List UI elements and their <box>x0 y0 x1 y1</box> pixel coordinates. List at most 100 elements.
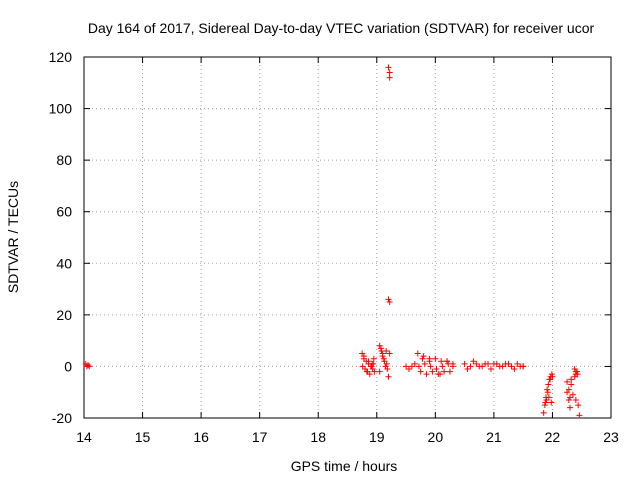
y-tick-label: -20 <box>52 410 72 426</box>
data-point <box>545 381 552 388</box>
data-point <box>572 396 579 403</box>
y-tick-label: 40 <box>56 255 72 271</box>
data-point <box>565 396 572 403</box>
data-point <box>467 363 474 370</box>
data-point <box>548 399 555 406</box>
data-point <box>514 360 521 367</box>
data-point <box>386 69 393 76</box>
data-point <box>408 363 415 370</box>
x-tick-label: 23 <box>603 429 619 445</box>
data-point <box>446 368 453 375</box>
data-point <box>385 296 392 303</box>
y-tick-label: 100 <box>49 101 73 117</box>
data-point <box>370 355 377 362</box>
x-tick-label: 21 <box>486 429 502 445</box>
data-point <box>386 350 393 357</box>
data-point <box>421 360 428 367</box>
data-point <box>403 363 410 370</box>
data-point <box>360 353 367 360</box>
x-axis-label: GPS time / hours <box>291 458 398 474</box>
data-point <box>567 394 574 401</box>
data-point <box>449 363 456 370</box>
data-point <box>505 360 512 367</box>
x-tick-label: 15 <box>135 429 151 445</box>
data-point <box>544 386 551 393</box>
data-point <box>461 360 468 367</box>
data-point <box>359 363 366 370</box>
axis-ticks <box>83 56 612 419</box>
data-point <box>423 371 430 378</box>
data-point <box>376 368 383 375</box>
y-tick-label: 120 <box>49 49 73 65</box>
data-point <box>493 360 500 367</box>
data-point <box>376 342 383 349</box>
chart-title: Day 164 of 2017, Sidereal Day-to-day VTE… <box>88 20 595 36</box>
data-point <box>383 360 390 367</box>
data-point <box>569 391 576 398</box>
data-point <box>86 363 93 370</box>
x-tick-label: 14 <box>76 429 92 445</box>
data-point <box>433 366 440 373</box>
data-point <box>439 363 446 370</box>
y-tick-label: 20 <box>56 307 72 323</box>
data-point <box>426 358 433 365</box>
data-point <box>385 64 392 71</box>
data-point <box>568 381 575 388</box>
data-point <box>548 371 555 378</box>
data-point <box>417 368 424 375</box>
data-point <box>429 368 436 375</box>
x-tick-label: 22 <box>545 429 561 445</box>
data-point <box>517 363 524 370</box>
x-tick-label: 18 <box>310 429 326 445</box>
data-point <box>464 366 471 373</box>
data-point <box>508 363 515 370</box>
x-tick-label: 19 <box>369 429 385 445</box>
data-point <box>383 347 390 354</box>
data-point <box>473 360 480 367</box>
data-point <box>541 402 548 409</box>
data-point <box>377 345 384 352</box>
data-point <box>544 389 551 396</box>
data-point <box>385 373 392 380</box>
data-point <box>575 402 582 409</box>
data-point <box>487 366 494 373</box>
data-points <box>82 64 583 419</box>
y-tick-label: 80 <box>56 152 72 168</box>
data-point <box>564 389 571 396</box>
data-point <box>564 378 571 385</box>
data-point <box>482 360 489 367</box>
data-point <box>370 360 377 367</box>
data-point <box>379 350 386 357</box>
data-point <box>499 363 506 370</box>
grid <box>84 57 611 418</box>
data-point <box>427 363 434 370</box>
data-point <box>572 368 579 375</box>
data-point <box>545 394 552 401</box>
data-point <box>432 355 439 362</box>
data-point <box>365 358 372 365</box>
data-point <box>386 74 393 81</box>
y-tick-label: 0 <box>64 358 72 374</box>
x-tick-label: 20 <box>428 429 444 445</box>
x-tick-label: 16 <box>193 429 209 445</box>
data-point <box>444 358 451 365</box>
data-point <box>445 360 452 367</box>
data-point <box>415 363 422 370</box>
plot-frame <box>83 56 612 419</box>
data-point <box>470 358 477 365</box>
data-point <box>549 373 556 380</box>
data-point <box>542 399 549 406</box>
y-axis-label: SDTVAR / TECUs <box>5 181 21 293</box>
data-point <box>438 358 445 365</box>
data-point <box>420 353 427 360</box>
data-point <box>567 404 574 411</box>
data-point <box>571 373 578 380</box>
data-point <box>85 362 92 369</box>
data-point <box>411 360 418 367</box>
data-point <box>371 368 378 375</box>
data-point <box>364 368 371 375</box>
tick-labels: 14 15 16 17 18 19 20 21 22 23 -20 0 20 40 60 80 100 120 <box>49 49 619 445</box>
x-tick-label: 17 <box>252 429 268 445</box>
data-point <box>386 298 393 305</box>
